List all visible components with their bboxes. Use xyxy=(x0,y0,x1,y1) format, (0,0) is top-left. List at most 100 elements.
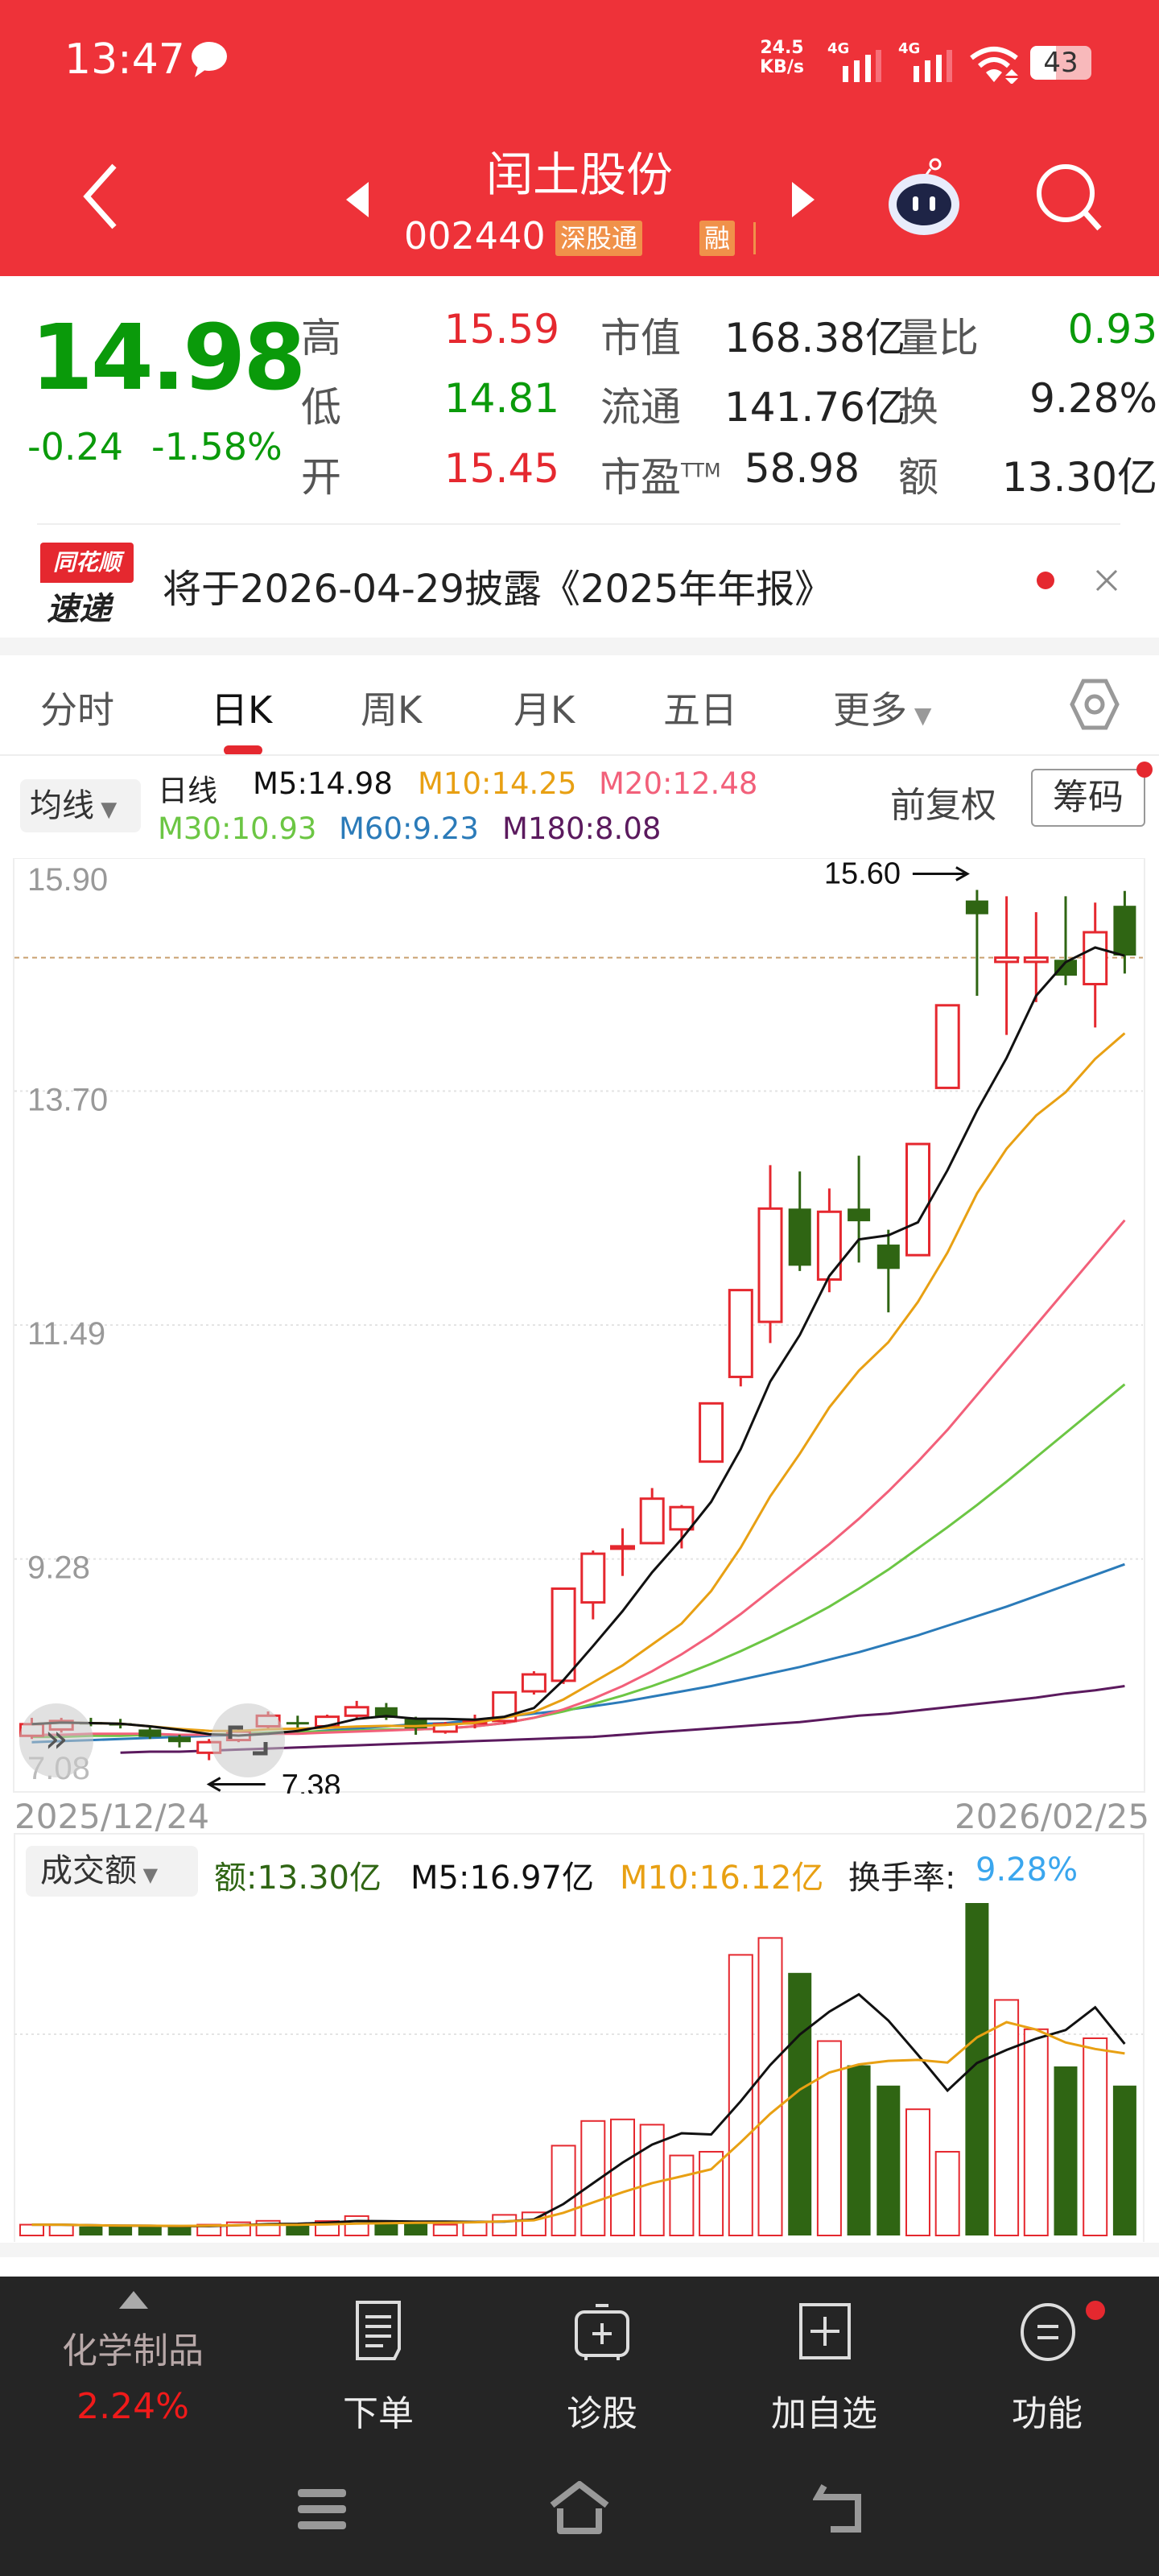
back-chevron-icon[interactable] xyxy=(79,161,124,233)
volume-bar-up xyxy=(344,2215,369,2237)
diagnose-button[interactable]: 诊股 xyxy=(546,2301,658,2454)
ma60-line xyxy=(31,1563,1125,1744)
candle-up xyxy=(905,1142,930,1257)
volume-bar-up xyxy=(432,2223,458,2236)
chips-button[interactable]: 筹码 xyxy=(1031,769,1145,827)
margin-badge: 融 xyxy=(699,221,736,256)
close-icon[interactable] xyxy=(1095,568,1119,592)
sector-name[interactable]: 化学制品 xyxy=(62,2330,204,2372)
prev-stock-arrow-icon[interactable] xyxy=(344,182,372,217)
candle-up xyxy=(934,1004,960,1089)
candle-up xyxy=(610,1545,635,1550)
volume-bar-up xyxy=(994,1999,1020,2236)
tab-5[interactable]: 更多 ▼ xyxy=(833,681,931,734)
ma5-value: M5:14.98 xyxy=(253,766,393,801)
add-square-icon xyxy=(799,2303,851,2359)
quote-label-text: 市盈 xyxy=(600,454,681,501)
fullscreen-button[interactable] xyxy=(211,1703,285,1777)
quote-value: 15.45 xyxy=(443,445,559,492)
quote-value: 141.76亿 xyxy=(724,384,905,431)
quote-value: 9.28% xyxy=(1029,375,1157,422)
volume-bar-up xyxy=(551,2145,576,2237)
order-button[interactable]: 下单 xyxy=(322,2301,435,2454)
y-tick-label: 11.49 xyxy=(27,1316,105,1352)
functions-button[interactable]: 功能 xyxy=(991,2301,1105,2454)
ma180-line xyxy=(120,1685,1125,1754)
volume-bar-down xyxy=(79,2226,103,2235)
turnover-label: 换手率: xyxy=(848,1860,956,1897)
order-label: 下单 xyxy=(343,2393,414,2434)
shenzhen-connect-badge: 深股通 xyxy=(555,221,643,256)
quote-label: 市盈TTM xyxy=(600,445,721,503)
chart-settings-icon[interactable] xyxy=(1069,678,1120,731)
adjust-mode-toggle[interactable]: 前复权 xyxy=(890,785,996,826)
battery-indicator: 43 xyxy=(1030,46,1091,80)
add-watchlist-button[interactable]: 加自选 xyxy=(760,2301,889,2454)
divider xyxy=(37,523,1120,525)
volume-bar-down xyxy=(1112,2085,1136,2235)
volume-selector-dropdown[interactable]: 成交额 ▼ xyxy=(26,1846,198,1897)
tab-label: 更多 xyxy=(833,688,907,732)
volume-ma10-line xyxy=(31,2021,1125,2227)
badge-divider xyxy=(753,222,756,254)
section-gap xyxy=(0,2243,1159,2257)
quote-label: 市值 xyxy=(600,306,681,364)
candle-up xyxy=(1083,931,1108,986)
stock-code: 002440 xyxy=(404,214,546,258)
candle-down xyxy=(848,1208,871,1222)
functions-badge-dot xyxy=(1086,2301,1105,2320)
functions-menu-icon xyxy=(1021,2303,1075,2361)
candle-down xyxy=(168,1736,191,1743)
home-icon[interactable] xyxy=(547,2481,612,2534)
candle-down xyxy=(286,1722,309,1725)
add-watchlist-label: 加自选 xyxy=(771,2393,877,2434)
system-back-icon[interactable] xyxy=(813,2483,869,2534)
tab-2[interactable]: 周K xyxy=(361,681,422,734)
candle-up xyxy=(1023,956,1049,964)
net-speed-unit: KB/s xyxy=(760,57,804,77)
bottom-toolbar: 化学制品 2.24% 下单 诊股 加自选 功能 xyxy=(0,2277,1159,2576)
candle-down xyxy=(404,1719,427,1729)
tab-1[interactable]: 日K xyxy=(211,681,272,734)
volume-chart[interactable] xyxy=(0,1833,1159,2244)
volume-bar-down xyxy=(847,2065,871,2235)
quote-label: 流通 xyxy=(600,375,681,433)
turnover-value: 9.28% xyxy=(975,1852,1079,1889)
tab-4[interactable]: 五日 xyxy=(663,681,737,734)
candle-up xyxy=(521,1673,547,1693)
search-icon[interactable] xyxy=(1033,161,1106,235)
expand-up-triangle-icon[interactable] xyxy=(119,2291,148,2309)
quote-label: 开 xyxy=(301,454,341,501)
volume-ma10: M10:16.12亿 xyxy=(620,1860,824,1897)
volume-bar-up xyxy=(1023,2028,1049,2237)
quote-value: 14.81 xyxy=(443,375,559,422)
ma-selector-dropdown[interactable]: 均线 ▼ xyxy=(20,779,141,832)
status-time: 13:47 xyxy=(64,35,185,84)
price-change-pct: -1.58% xyxy=(151,425,283,469)
sim1-label: 4G xyxy=(827,40,850,57)
net-speed-value: 24.5 xyxy=(760,38,804,58)
volume-bar-down xyxy=(167,2226,192,2235)
candle-up xyxy=(551,1587,576,1682)
tab-0[interactable]: 分时 xyxy=(40,681,114,734)
stock-name: 闰土股份 xyxy=(485,147,673,202)
chips-badge-dot xyxy=(1136,762,1153,778)
tab-label: 分时 xyxy=(40,688,114,732)
tab-3[interactable]: 月K xyxy=(514,681,575,734)
signal-icon xyxy=(843,50,881,82)
recents-menu-icon[interactable] xyxy=(298,2489,348,2529)
x-start-date: 2025/12/24 xyxy=(14,1797,210,1836)
signal-icon xyxy=(914,50,952,82)
ai-robot-icon[interactable] xyxy=(885,158,963,238)
notice-bar[interactable]: 同花顺 速递 将于2026-04-29披露《2025年年报》 xyxy=(0,525,1159,638)
ma180-value: M180:8.08 xyxy=(502,811,662,846)
candle-up xyxy=(344,1706,369,1717)
candle-down xyxy=(1113,906,1136,956)
next-stock-arrow-icon[interactable] xyxy=(789,182,816,217)
more-caret-icon: ▼ xyxy=(907,702,932,729)
expand-left-button[interactable]: » xyxy=(19,1703,93,1777)
ths-logo-sub: 速递 xyxy=(47,591,111,628)
volume-bar-down xyxy=(286,2224,310,2235)
double-chevron-right-icon: » xyxy=(44,1716,68,1761)
